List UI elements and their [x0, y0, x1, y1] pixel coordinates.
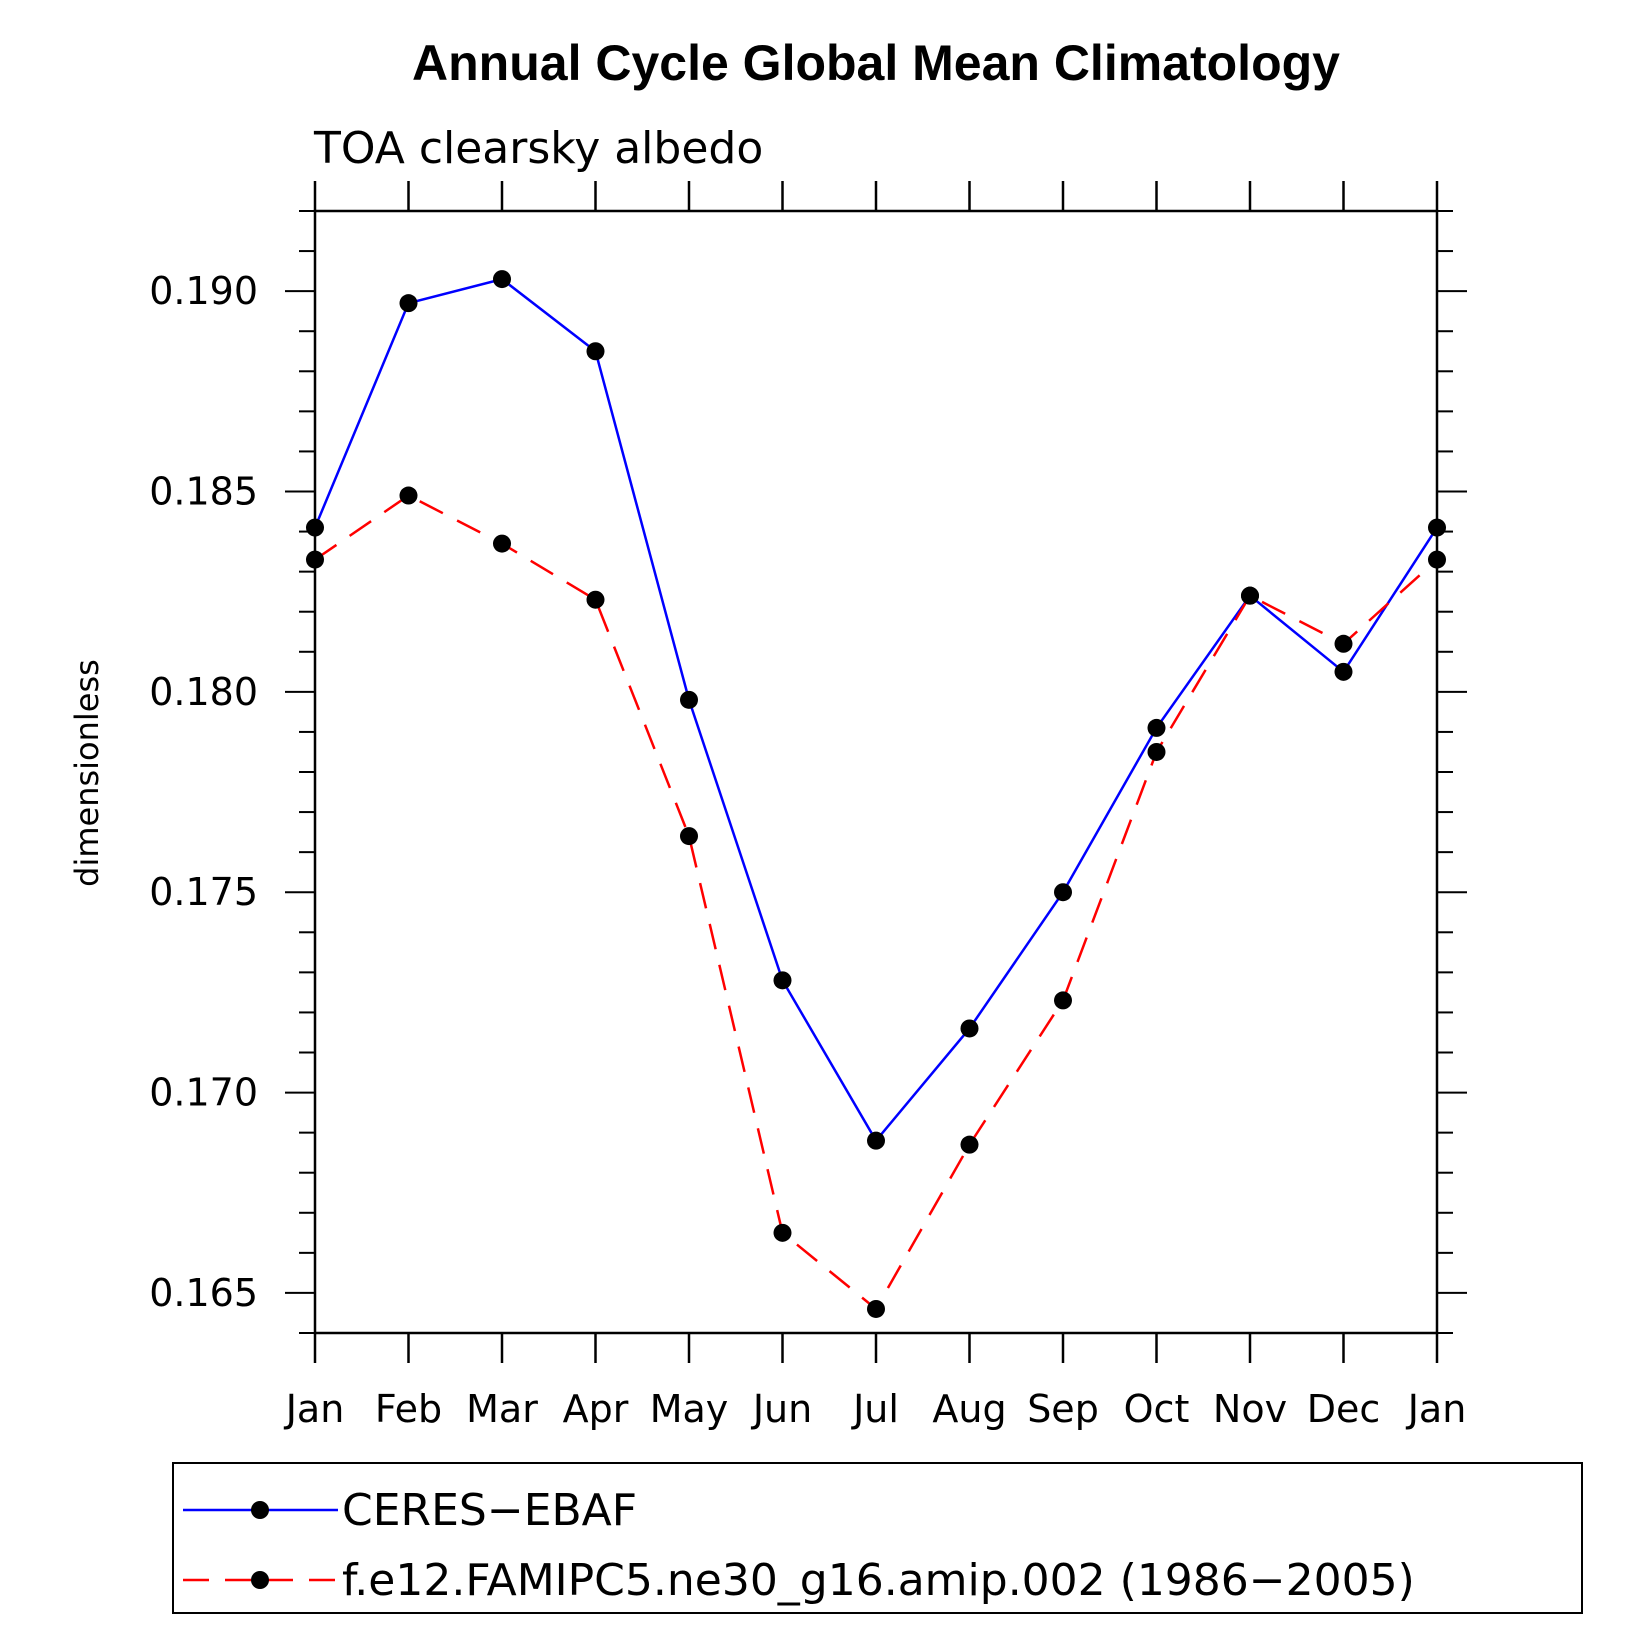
legend-items: CERES−EBAF f.e12.FAMIPC5.ne30_g16.amip.00…: [183, 1485, 1415, 1606]
y-tick-label: 0.190: [149, 269, 258, 313]
x-tick-label: Dec: [1307, 1387, 1381, 1431]
data-point-series-1: [1428, 518, 1446, 537]
data-point-series-2: [867, 1299, 885, 1318]
x-tick-label: Jun: [751, 1387, 812, 1431]
x-tick-label: Jan: [284, 1387, 345, 1431]
x-tick-label: Apr: [563, 1387, 629, 1431]
data-point-series-1: [867, 1131, 885, 1150]
data-point-series-1: [586, 342, 605, 361]
legend-marker-1: [251, 1501, 269, 1519]
data-point-series-1: [306, 518, 324, 537]
data-point-series-1: [773, 971, 792, 990]
x-tick-label: Jan: [1406, 1387, 1467, 1431]
data-point-series-2: [960, 1135, 979, 1154]
x-tick-label: Oct: [1124, 1387, 1190, 1431]
legend-label-2: f.e12.FAMIPC5.ne30_g16.amip.002 (1986−20…: [342, 1555, 1415, 1606]
x-tick-label: Aug: [932, 1387, 1006, 1431]
data-point-series-2: [493, 534, 511, 553]
chart-subtitle: TOA clearsky albedo: [313, 123, 763, 174]
data-point-series-2: [399, 486, 418, 505]
data-point-series-2: [1054, 991, 1072, 1010]
legend-marker-2: [251, 1571, 269, 1589]
data-point-series-2: [1334, 634, 1353, 653]
plot-frame: [313, 209, 1439, 1335]
y-tick-label: 0.180: [149, 670, 258, 714]
y-tick-label: 0.170: [149, 1071, 258, 1115]
data-point-series-1: [399, 294, 418, 313]
legend-label-1: CERES−EBAF: [342, 1485, 637, 1536]
x-tick-label: Jul: [851, 1387, 899, 1431]
legend: CERES−EBAF f.e12.FAMIPC5.ne30_g16.amip.00…: [172, 1462, 1583, 1614]
data-point-series-2: [586, 590, 605, 609]
data-point-series-1: [1147, 718, 1166, 737]
y-tick-labels: 0.165 0.170 0.175 0.180 0.185 0.190: [149, 269, 258, 1315]
y-tick-label: 0.185: [149, 470, 258, 514]
chart-title: Annual Cycle Global Mean Climatology: [412, 35, 1340, 91]
data-point-series-1: [1054, 883, 1072, 902]
x-tick-label: May: [650, 1387, 729, 1431]
x-tick-label: Sep: [1027, 1387, 1099, 1431]
data-point-series-1: [493, 270, 511, 289]
x-tick-label: Nov: [1213, 1387, 1287, 1431]
data-point-series-2: [1241, 586, 1259, 605]
data-point-series-2: [306, 550, 324, 569]
y-tick-label: 0.175: [149, 870, 258, 914]
axis-ticks: [285, 181, 1467, 1363]
y-tick-label: 0.165: [149, 1271, 258, 1315]
data-point-series-2: [1428, 550, 1446, 569]
legend-frame: [172, 1462, 1583, 1614]
x-tick-label: Feb: [375, 1387, 442, 1431]
data-point-series-2: [680, 827, 698, 846]
data-point-series-1: [960, 1019, 979, 1038]
data-point-series-1: [680, 690, 698, 709]
x-tick-labels: Jan Feb Mar Apr May Jun Jul Aug Sep Oct Nov Dec Jan: [284, 1387, 1467, 1431]
data-point-series-1: [1334, 662, 1353, 681]
series-line-2: [314, 494, 1438, 1311]
data-point-series-2: [1147, 742, 1166, 761]
y-axis-label: dimensionless: [68, 659, 106, 887]
x-tick-label: Mar: [466, 1387, 538, 1431]
series-group: [306, 270, 1446, 1318]
series-line-1: [313, 277, 1439, 1143]
data-point-series-2: [773, 1223, 792, 1242]
